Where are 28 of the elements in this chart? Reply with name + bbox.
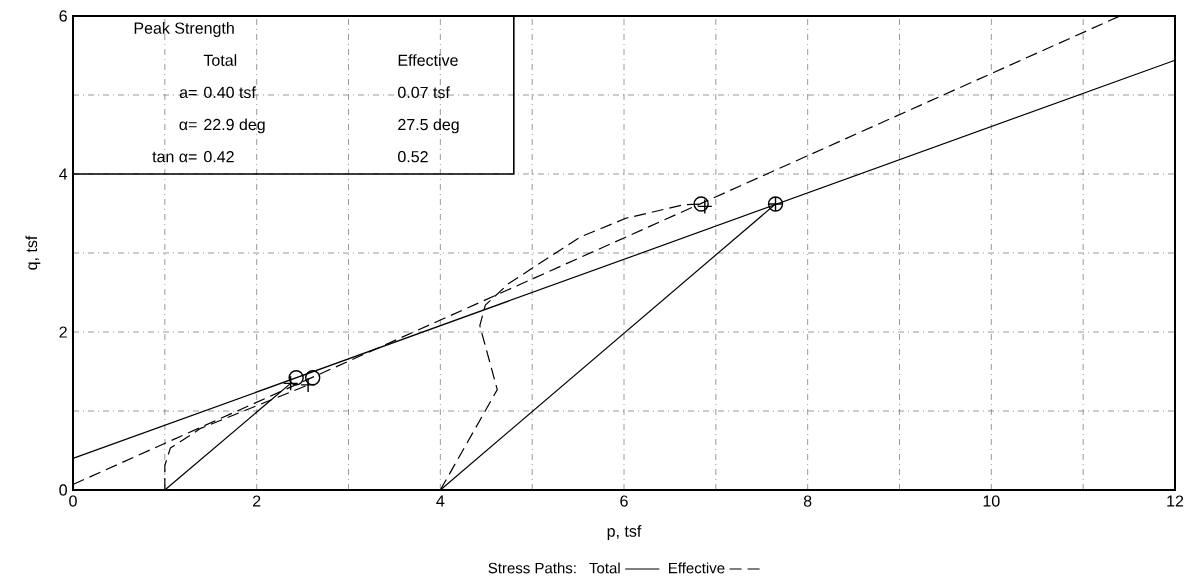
x-tick-label: 2	[253, 495, 261, 507]
y-tick-label: 4	[59, 168, 68, 180]
legend-label: Effective	[669, 562, 725, 574]
annotation: α=	[179, 121, 197, 131]
annotation: 0.42	[204, 150, 234, 163]
annotation: Effective	[398, 54, 458, 66]
annotation: 22.9 deg	[204, 118, 265, 134]
y-tick-label: 6	[59, 10, 67, 22]
x-tick-label: 4	[436, 495, 445, 507]
annotation: Peak Strength	[134, 22, 234, 37]
x-tick-label: 6	[620, 495, 628, 507]
x-axis-title: p, tsf	[607, 525, 642, 541]
x-tick-label: 10	[983, 495, 1000, 507]
annotation: tan α=	[152, 151, 197, 163]
annotation: Total	[203, 54, 237, 66]
legend-title: Stress Paths:	[488, 562, 576, 574]
annotation: a=	[179, 89, 197, 99]
legend-label: Total	[589, 562, 620, 574]
annotation: 27.5 deg	[398, 118, 459, 134]
annotation: 0.52	[398, 150, 428, 163]
annotation: 0.40 tsf	[204, 86, 256, 99]
y-tick-label: 0	[59, 484, 67, 496]
y-tick-label: 2	[59, 326, 67, 338]
y-axis-title: q, tsf	[25, 235, 41, 270]
annotation: 0.07 tsf	[398, 86, 450, 99]
x-tick-label: 8	[803, 495, 812, 507]
x-tick-label: 12	[1167, 495, 1184, 507]
x-tick-label: 0	[69, 495, 77, 507]
